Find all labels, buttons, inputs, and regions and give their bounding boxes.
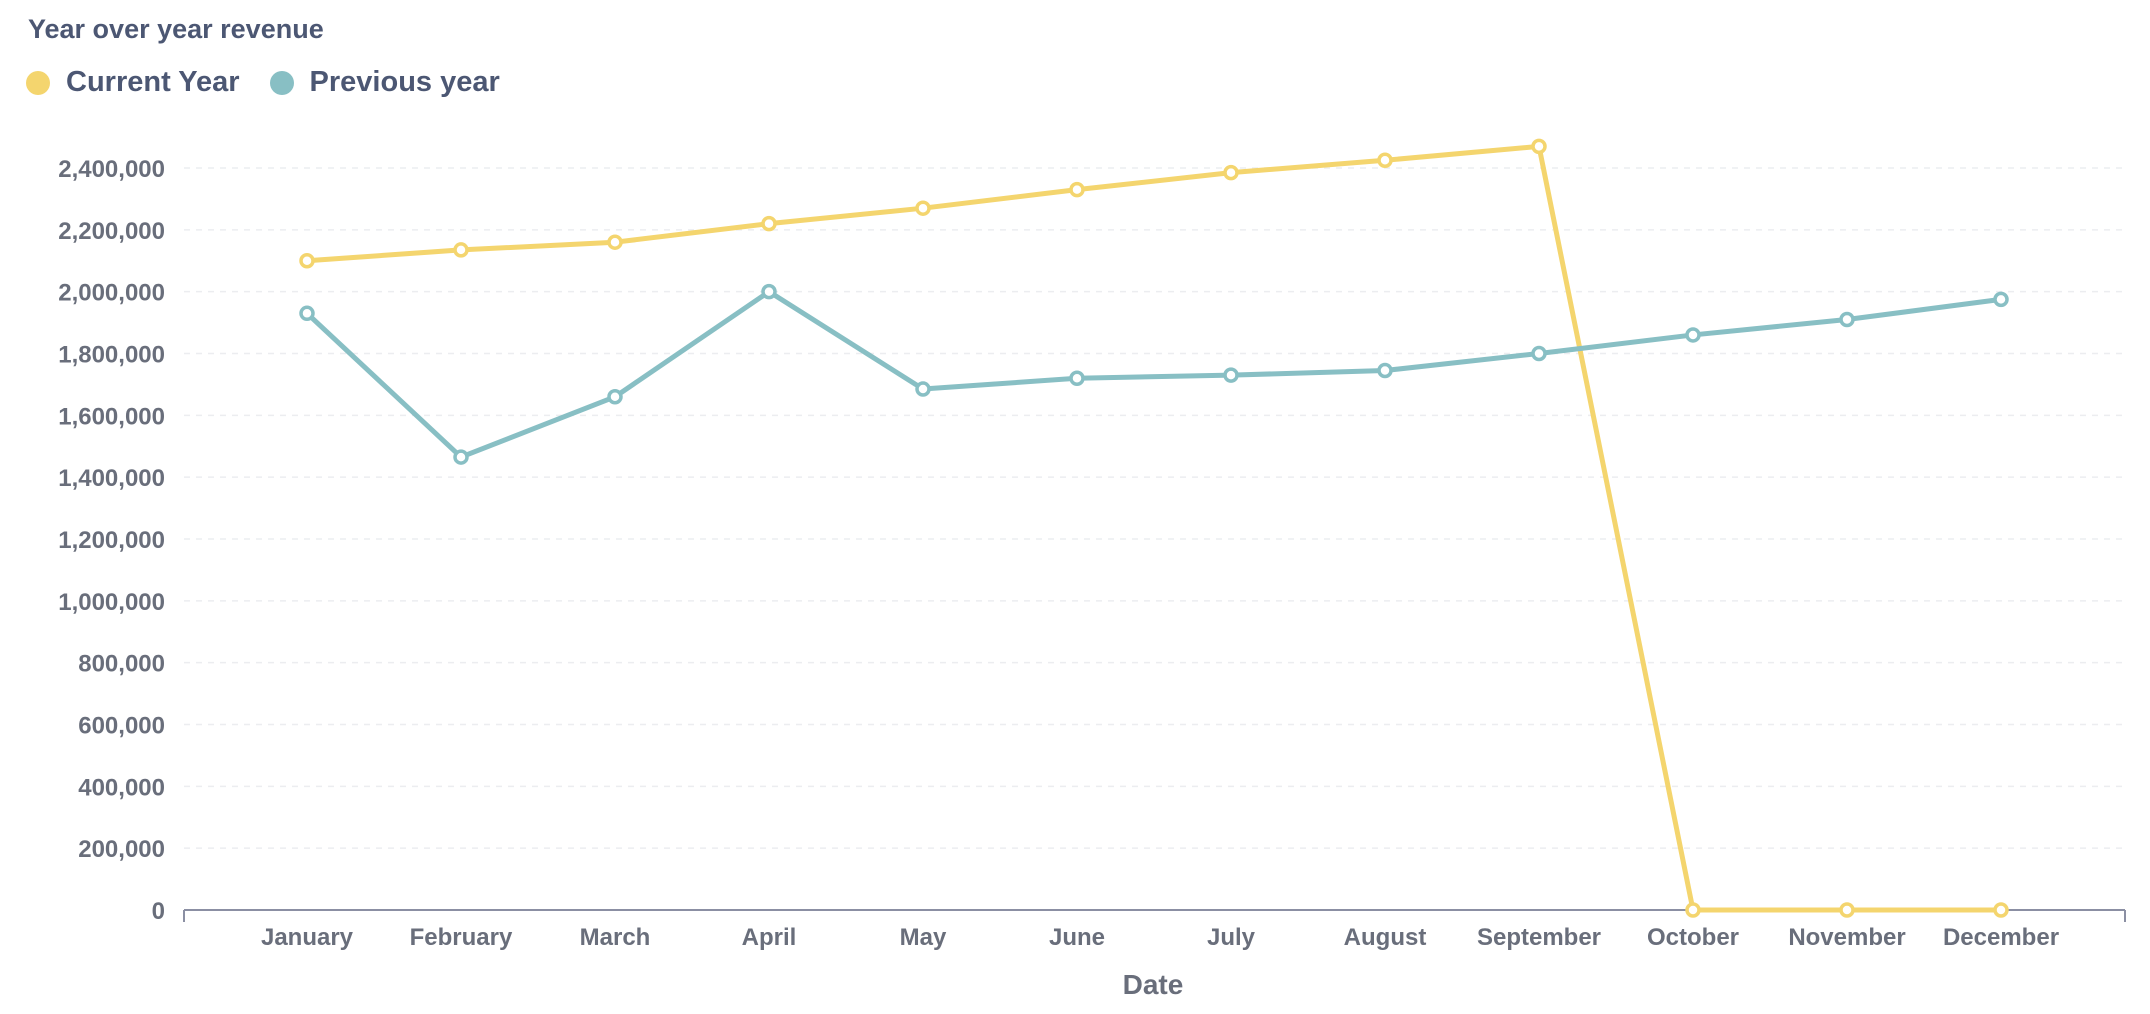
legend-swatch-current-year (26, 70, 50, 95)
x-tick-label: December (1943, 924, 2059, 951)
x-tick-label: August (1344, 924, 1427, 951)
y-tick-label: 400,000 (78, 774, 165, 801)
data-point-current-year[interactable] (1685, 902, 1701, 918)
data-point-previous-year[interactable] (1685, 327, 1701, 343)
data-point-current-year[interactable] (299, 253, 315, 269)
x-tick-label: July (1207, 924, 1256, 951)
data-point-previous-year[interactable] (453, 449, 469, 465)
x-tick-label: November (1788, 924, 1905, 951)
data-point-previous-year[interactable] (1377, 362, 1393, 379)
x-tick-label: October (1647, 924, 1739, 951)
legend-swatch-previous-year (269, 70, 294, 95)
y-tick-label: 2,200,000 (58, 218, 165, 245)
legend-label-current-year: Current Year (66, 66, 240, 98)
data-point-previous-year[interactable] (607, 389, 623, 405)
data-point-current-year[interactable] (761, 215, 777, 232)
data-point-current-year[interactable] (1069, 181, 1085, 198)
data-point-previous-year[interactable] (1531, 345, 1547, 362)
y-tick-label: 1,800,000 (58, 342, 165, 369)
data-point-previous-year[interactable] (1223, 367, 1239, 383)
y-tick-label: 1,600,000 (58, 403, 165, 430)
data-point-current-year[interactable] (1993, 902, 2009, 918)
y-tick-label: 200,000 (78, 836, 165, 863)
data-point-previous-year[interactable] (1993, 291, 2009, 308)
y-tick-label: 1,400,000 (58, 465, 165, 492)
data-point-previous-year[interactable] (915, 381, 931, 397)
data-point-current-year[interactable] (607, 234, 623, 250)
x-axis-title: Date (1123, 969, 1184, 1000)
data-point-current-year[interactable] (1223, 164, 1239, 181)
x-tick-label: January (261, 924, 354, 951)
y-tick-label: 1,000,000 (58, 589, 165, 616)
data-point-current-year[interactable] (1377, 152, 1393, 169)
legend-label-previous-year: Previous year (309, 66, 500, 98)
data-point-previous-year[interactable] (299, 305, 315, 322)
legend-item-current-year[interactable]: Current Year (26, 66, 240, 99)
y-tick-label: 1,200,000 (58, 527, 165, 554)
x-tick-label: February (410, 924, 513, 951)
series-line-previous-year (304, 289, 2004, 460)
data-point-previous-year[interactable] (1839, 311, 1855, 328)
y-tick-label: 800,000 (78, 651, 165, 678)
x-tick-label: April (742, 924, 797, 951)
data-point-previous-year[interactable] (761, 283, 777, 300)
series-line-current-year (304, 143, 2004, 913)
y-tick-label: 600,000 (78, 713, 165, 740)
x-tick-label: March (580, 924, 651, 951)
y-tick-label: 0 (152, 898, 165, 925)
series (299, 138, 2009, 918)
data-point-current-year[interactable] (1531, 138, 1547, 155)
grid-lines (184, 167, 2125, 849)
y-tick-label: 2,400,000 (58, 156, 165, 183)
x-tick-label: May (900, 924, 947, 951)
y-tick-label: 2,000,000 (58, 280, 165, 307)
data-point-previous-year[interactable] (1069, 370, 1085, 386)
x-tick-label: June (1049, 924, 1105, 951)
chart-title: Year over year revenue (28, 14, 324, 44)
legend-item-previous-year[interactable]: Previous year (269, 66, 500, 99)
tick-labels: 0 200,000 400,000 600,000 800,000 1,000,000 1,… (58, 156, 2059, 1000)
data-point-current-year[interactable] (1839, 902, 1855, 918)
data-point-current-year[interactable] (915, 200, 931, 216)
data-point-current-year[interactable] (453, 242, 469, 258)
x-tick-label: September (1477, 924, 1601, 951)
legend: Current Year Previous year (26, 66, 530, 99)
